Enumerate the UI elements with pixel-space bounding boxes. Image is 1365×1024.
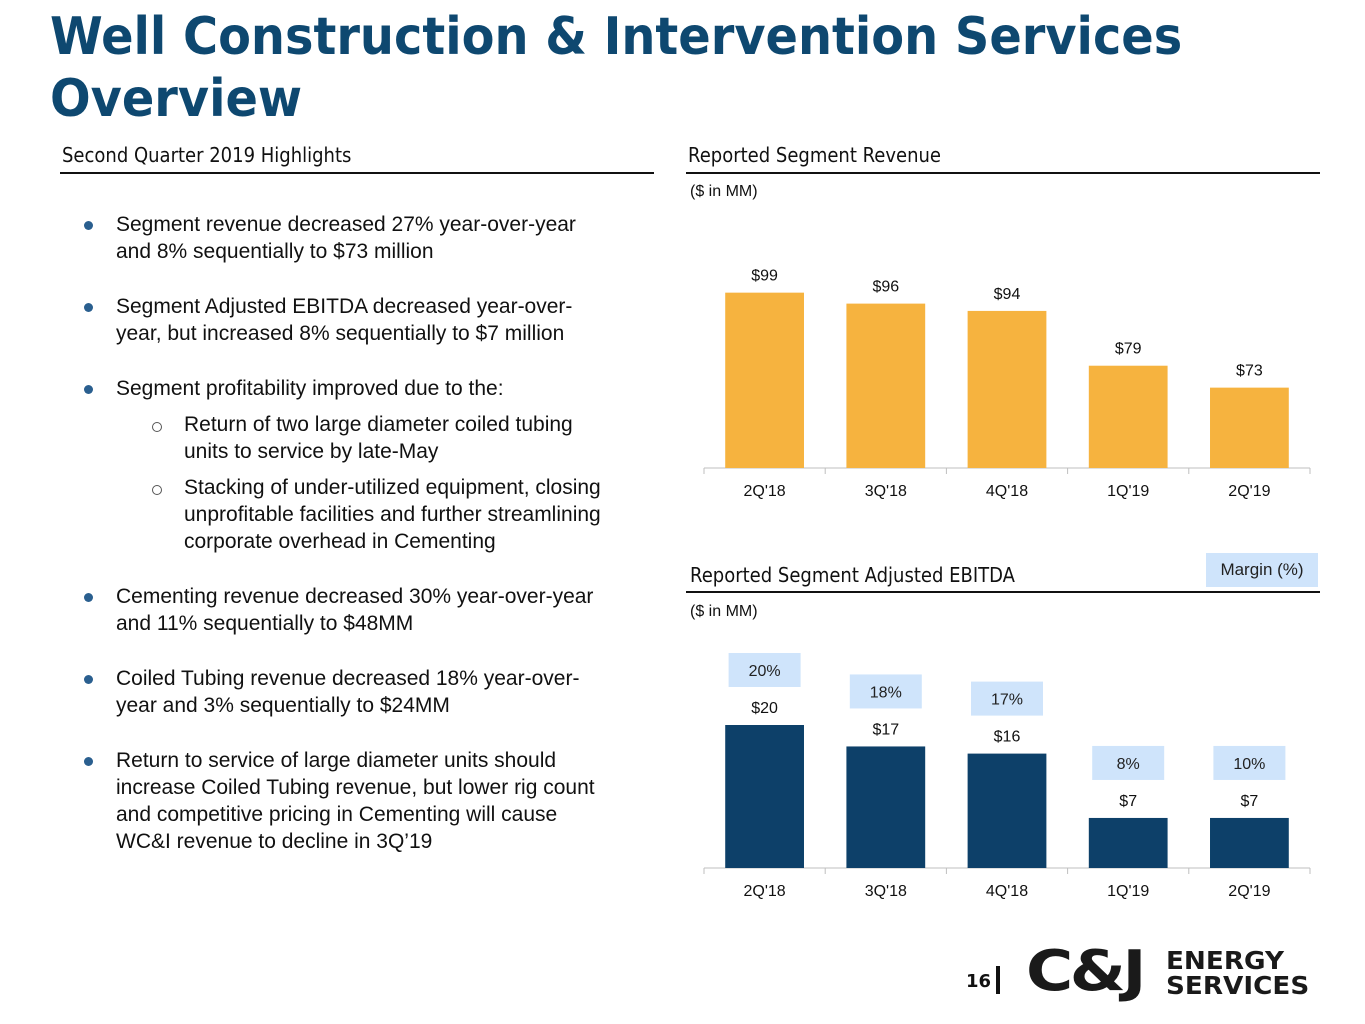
revenue-chart-rule <box>686 172 1320 174</box>
logo-line1: ENERGY <box>1166 946 1285 975</box>
revenue-chart-title: Reported Segment Revenue <box>688 143 942 167</box>
bullet-text-line: and competitive pricing in Cementing wil… <box>116 803 558 826</box>
highlights-heading: Second Quarter 2019 Highlights <box>62 143 352 167</box>
page-title-line1: Well Construction & Intervention Service… <box>50 7 1183 67</box>
margin-label: 8% <box>1117 756 1140 773</box>
bar <box>967 753 1047 868</box>
margin-box <box>849 674 922 709</box>
bullet-text-line: year, but increased 8% sequentially to $… <box>116 322 565 345</box>
data-label: $16 <box>994 729 1021 746</box>
data-label: $79 <box>1115 341 1142 358</box>
bullet-text-line: and 8% sequentially to $73 million <box>116 240 434 263</box>
bullet-text-line: and 11% sequentially to $48MM <box>116 612 414 635</box>
x-tick-label: 1Q'19 <box>1107 483 1149 500</box>
margin-box <box>1092 745 1165 780</box>
sub-bullet-text-line: corporate overhead in Cementing <box>184 530 496 553</box>
highlight-sub-bullet: Return of two large diameter coiled tubi… <box>80 411 660 465</box>
highlight-bullet: Segment revenue decreased 27% year-over-… <box>80 211 660 265</box>
x-tick-label: 3Q'18 <box>865 883 907 900</box>
company-logo-text: ENERGY SERVICES <box>1166 948 1309 998</box>
bullet-text-line: WC&I revenue to decline in 3Q’19 <box>116 830 433 853</box>
highlights-list: Segment revenue decreased 27% year-over-… <box>80 211 660 855</box>
ebitda-chart-title: Reported Segment Adjusted EBITDA <box>690 563 1015 587</box>
sub-bullet-text-line: units to service by late-May <box>184 440 439 463</box>
margin-legend: Margin (%) <box>1206 553 1318 587</box>
bullet-text-line: year and 3% sequentially to $24MM <box>116 694 450 717</box>
margin-label: 20% <box>749 663 781 680</box>
ebitda-chart-unit: ($ in MM) <box>690 603 758 620</box>
x-tick-label: 4Q'18 <box>986 883 1028 900</box>
bar <box>1210 817 1289 868</box>
x-tick-label: 2Q'18 <box>743 483 785 500</box>
x-tick-label: 2Q'18 <box>743 883 785 900</box>
ebitda-chart-rule <box>686 591 1320 593</box>
highlight-bullet: Coiled Tubing revenue decreased 18% year… <box>80 665 660 719</box>
bar <box>1088 817 1168 868</box>
margin-box <box>971 681 1043 716</box>
highlight-bullet: Segment Adjusted EBITDA decreased year-o… <box>80 293 660 347</box>
data-label: $7 <box>1119 793 1137 810</box>
sub-bullet-text-line: Return of two large diameter coiled tubi… <box>184 413 573 436</box>
data-label: $73 <box>1236 363 1263 380</box>
highlight-bullet: Return to service of large diameter unit… <box>80 747 660 855</box>
highlight-bullet: Segment profitability improved due to th… <box>80 375 660 402</box>
highlight-bullet: Cementing revenue decreased 30% year-ove… <box>80 583 660 637</box>
bullet-text-line: Segment Adjusted EBITDA decreased year-o… <box>116 295 573 318</box>
bullet-ring-icon <box>152 485 162 495</box>
bullet-dot-icon <box>84 221 93 230</box>
bar <box>1210 387 1289 468</box>
data-label: $94 <box>994 286 1021 303</box>
bar <box>725 292 804 468</box>
bar <box>846 303 926 468</box>
page-title-line2: Overview <box>50 69 303 129</box>
revenue-chart-unit: ($ in MM) <box>690 183 758 200</box>
x-tick-label: 3Q'18 <box>865 483 907 500</box>
data-label: $20 <box>751 700 778 717</box>
x-tick-label: 1Q'19 <box>1107 883 1149 900</box>
bullet-text-line: Coiled Tubing revenue decreased 18% year… <box>116 667 580 690</box>
x-tick-label: 4Q'18 <box>986 483 1028 500</box>
x-tick-label: 2Q'19 <box>1228 883 1270 900</box>
bar <box>725 725 804 868</box>
bullet-dot-icon <box>84 385 93 394</box>
margin-label: 10% <box>1233 756 1265 773</box>
bullet-text-line: Cementing revenue decreased 30% year-ove… <box>116 585 594 608</box>
data-label: $99 <box>751 268 778 285</box>
bullet-dot-icon <box>84 675 93 684</box>
bullet-ring-icon <box>152 422 162 432</box>
bullet-text-line: Segment revenue decreased 27% year-over-… <box>116 213 576 236</box>
bullet-text-line: Return to service of large diameter unit… <box>116 749 557 772</box>
footer-divider <box>996 966 1000 994</box>
sub-bullet-text-line: unprofitable facilities and further stre… <box>184 503 601 526</box>
bullet-dot-icon <box>84 757 93 766</box>
bullet-text-line: increase Coiled Tubing revenue, but lowe… <box>116 776 595 799</box>
data-label: $17 <box>872 721 899 738</box>
bullet-text-line: Segment profitability improved due to th… <box>116 377 504 400</box>
sub-bullet-text-line: Stacking of under-utilized equipment, cl… <box>184 476 601 499</box>
logo-line2: SERVICES <box>1166 971 1310 1000</box>
bar <box>1088 365 1168 468</box>
highlights-rule <box>60 172 654 174</box>
page-number: 16 <box>966 971 992 992</box>
bullet-dot-icon <box>84 303 93 312</box>
data-label: $96 <box>872 279 899 296</box>
bullet-dot-icon <box>84 593 93 602</box>
highlight-sub-bullet: Stacking of under-utilized equipment, cl… <box>80 474 660 555</box>
margin-label: 18% <box>870 684 902 701</box>
page-title: Well Construction & Intervention Service… <box>50 6 1200 130</box>
x-tick-label: 2Q'19 <box>1228 483 1270 500</box>
margin-label: 17% <box>991 692 1023 709</box>
company-logo-mark: C&J <box>1026 939 1146 1004</box>
bar <box>967 310 1047 468</box>
margin-box <box>1213 745 1286 780</box>
margin-box <box>728 653 801 687</box>
bar <box>846 746 926 868</box>
data-label: $7 <box>1241 793 1259 810</box>
